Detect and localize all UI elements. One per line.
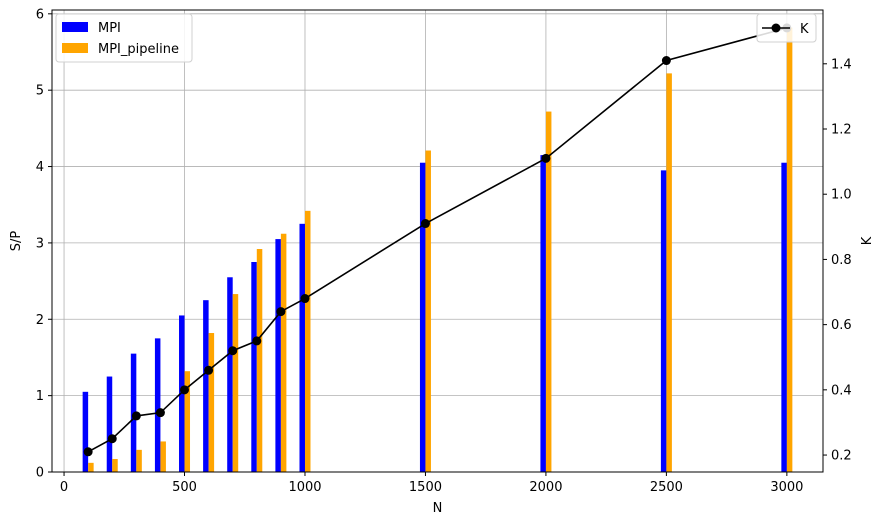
legend-label-mpi-pipeline: MPI_pipeline [98, 42, 179, 57]
bar-mpi [419, 162, 426, 472]
k-line [87, 27, 788, 453]
y-tick-label: 3 [36, 236, 44, 251]
k-point [155, 408, 165, 418]
y2-tick-label: 1.4 [831, 57, 852, 72]
legend-box [55, 13, 193, 63]
y-tick-label: 0 [36, 466, 44, 481]
bar-mpi [82, 391, 89, 472]
bar-mpi [154, 338, 161, 472]
y2-tick-label: 0.4 [831, 383, 852, 398]
plot-frame [51, 9, 824, 473]
bar-mpi-pipeline [304, 210, 311, 472]
bar-mpi-pipeline [425, 150, 431, 472]
bar-mpi-pipeline [545, 111, 552, 473]
y-tick-label: 2 [36, 313, 44, 328]
k-point [131, 411, 141, 421]
k-point [300, 294, 310, 304]
k-point [228, 346, 238, 356]
bar-mpi-pipeline [184, 371, 191, 472]
y-tick-label: 5 [36, 84, 44, 99]
k-point [252, 336, 262, 346]
legend-swatch-k-marker [771, 23, 781, 33]
x-tick-label: 0 [60, 480, 68, 495]
bar-mpi [660, 170, 667, 472]
bar-mpi [179, 315, 185, 472]
bar-mpi [275, 239, 281, 472]
x-tick-label: 500 [172, 480, 197, 495]
y2-tick-label: 1.0 [831, 188, 852, 203]
bar-mpi [540, 155, 546, 472]
legend-swatch-mpi-pipeline [62, 43, 88, 53]
k-point [661, 56, 671, 66]
bar-mpi [781, 162, 787, 472]
y2-tick-label: 0.2 [831, 449, 852, 464]
k-point [541, 153, 551, 163]
grid [52, 10, 823, 473]
bar-mpi [106, 376, 113, 472]
bar-mpi [299, 223, 305, 472]
x-axis-label: N [433, 501, 443, 516]
y-tick-label: 6 [36, 7, 44, 22]
k-point [276, 307, 286, 317]
x-tick-label: 1000 [288, 480, 321, 495]
bar-mpi-pipeline [208, 333, 215, 472]
k-point [204, 365, 214, 375]
bars [82, 27, 793, 473]
y-tick-label: 4 [36, 160, 44, 175]
x-tick-label: 2000 [529, 480, 562, 495]
legend-line: K [756, 13, 817, 43]
bar-mpi-pipeline [786, 27, 793, 473]
bar-mpi-pipeline [112, 459, 118, 472]
legend-label-mpi: MPI [98, 21, 121, 36]
y-axis-right: 0.2 0.4 0.6 0.8 1.0 1.2 1.4 [823, 57, 852, 464]
y-axis-left: 0 1 2 3 4 5 6 [36, 7, 52, 481]
x-tick-label: 1500 [409, 480, 442, 495]
bar-mpi-pipeline [160, 441, 166, 472]
k-point [420, 219, 430, 229]
bar-mpi [227, 277, 233, 472]
bar-mpi-pipeline [136, 449, 142, 472]
bar-mpi [251, 262, 257, 472]
bar-mpi-pipeline [232, 294, 239, 472]
k-point [83, 447, 93, 457]
x-tick-label: 3000 [770, 480, 803, 495]
bar-mpi-pipeline [256, 249, 263, 472]
y2-axis-label: K [860, 236, 875, 245]
k-point [107, 434, 117, 444]
y-axis-label: S/P [9, 231, 24, 252]
x-tick-label: 2500 [650, 480, 683, 495]
y2-tick-label: 0.8 [831, 253, 852, 268]
bar-mpi-pipeline [666, 73, 672, 472]
y2-tick-label: 1.2 [831, 123, 852, 138]
legend-swatch-mpi [62, 22, 88, 32]
k-point [180, 385, 190, 395]
bar-mpi-pipeline [280, 233, 287, 472]
bar-mpi-pipeline [88, 462, 94, 472]
y2-tick-label: 0.6 [831, 318, 852, 333]
legend-bars: MPI MPI_pipeline [55, 13, 193, 63]
y-tick-label: 1 [36, 389, 44, 404]
x-axis: 0 500 1000 1500 2000 2500 3000 [60, 472, 803, 495]
legend-label-k: K [800, 22, 809, 37]
bar-mpi [203, 300, 209, 472]
